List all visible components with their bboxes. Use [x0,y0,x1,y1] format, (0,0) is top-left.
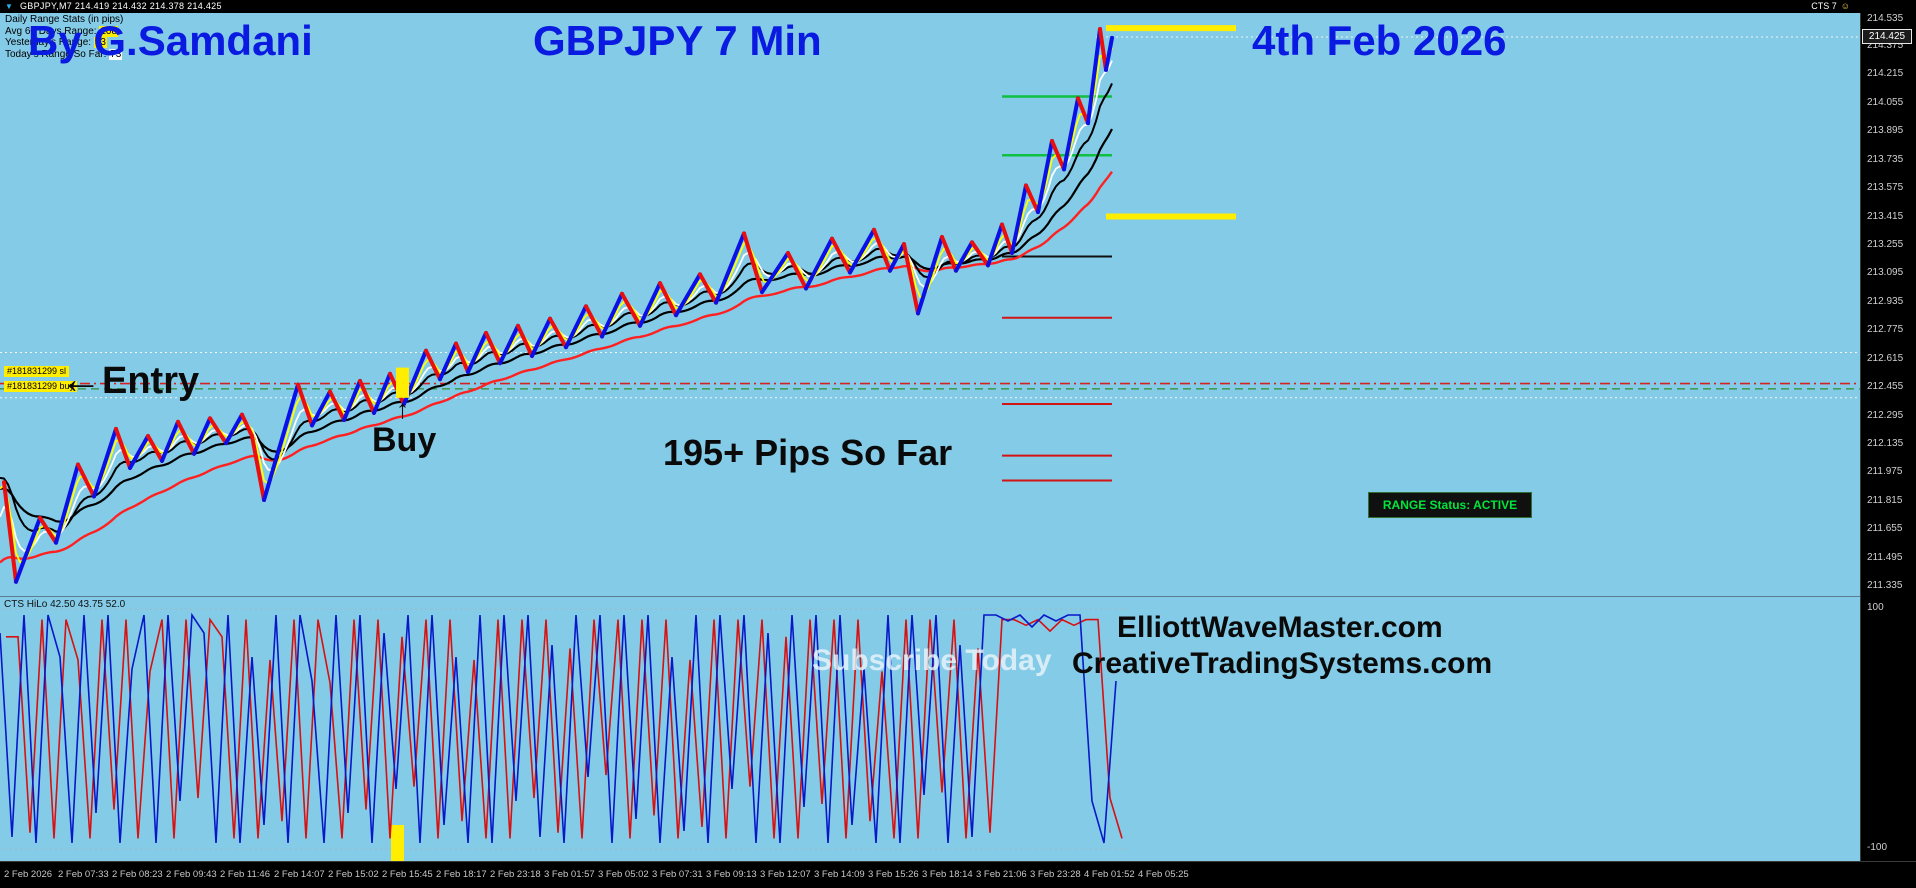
time-label: 2 Feb 07:33 [58,869,109,880]
price-tick: 213.735 [1867,153,1904,165]
order-sl-label[interactable]: #181831299 sl [4,366,70,377]
stats-yesterday-label: Yesterday's Range: [5,37,92,48]
stats-title: Daily Range Stats (in pips) [5,14,124,25]
pips-annotation: 195+ Pips So Far [663,432,953,473]
price-tick: 212.295 [1867,409,1904,421]
stats-avg-value: 108 [99,25,119,37]
price-tick: 214.535 [1867,13,1904,24]
time-label: 3 Feb 05:02 [598,869,649,880]
order-buy-label[interactable]: #181831299 buy [4,381,78,392]
stats-today-value: 73 [109,48,123,60]
headline-author: By G.Samdani [28,17,313,64]
time-label: 2 Feb 14:07 [274,869,325,880]
time-label: 2 Feb 11:46 [220,869,271,880]
indicator-label: CTS HiLo 42.50 43.75 52.0 [4,599,126,610]
indicator-canvas[interactable] [0,597,1860,861]
time-label: 3 Feb 12:07 [760,869,811,880]
price-tick: 214.215 [1867,68,1904,80]
time-label: 3 Feb 01:57 [544,869,595,880]
buy-annotation: Buy [372,421,437,459]
range-status-badge: RANGE Status: ACTIVE [1368,492,1532,518]
time-label: 2 Feb 23:18 [490,869,541,880]
entry-arrow-icon: ← [60,355,102,402]
osc-scale-low: -100 [1867,842,1888,853]
price-tick: 213.575 [1867,182,1904,194]
time-label: 2 Feb 15:02 [328,869,379,880]
main-chart[interactable]: Daily Range Stats (in pips) Avg 60 Days … [0,13,1860,596]
time-label: 2 Feb 09:43 [166,869,217,880]
ea-status: CTS 7 ☺ [1811,0,1850,13]
stats-yesterday-range: Yesterday's Range: 93 [5,37,123,49]
price-tick: 212.455 [1867,381,1904,393]
price-tick: 212.135 [1867,438,1904,450]
price-tick: 211.975 [1867,466,1903,478]
watermark-elliottwave: ElliottWaveMaster.com [1117,611,1443,644]
price-tick: 214.375 [1867,39,1904,51]
indicator-panel[interactable]: CTS HiLo 42.50 43.75 52.0 Subscribe Toda… [0,596,1860,861]
time-label: 3 Feb 14:09 [814,869,865,880]
time-axis[interactable]: 2 Feb 2026 2 Feb 07:33 2 Feb 08:23 2 Feb 09… [0,861,1916,888]
price-tick: 212.775 [1867,324,1904,336]
symbol-ohlc-text: GBPJPY,M7 214.419 214.432 214.378 214.42… [20,1,222,11]
stats-today-label: Today's Range So Far: [5,48,107,60]
stats-avg-range: Avg 60 Days Range: 108 [5,25,123,38]
price-tick: 213.255 [1867,238,1904,250]
watermark-subscribe: Subscribe Today [812,644,1052,677]
price-tick: 213.415 [1867,210,1904,222]
price-tick: 214.055 [1867,96,1904,108]
price-tick: 211.815 [1867,494,1903,506]
price-tick: 211.655 [1867,523,1903,535]
main-chart-canvas[interactable] [0,13,1860,596]
entry-text: Entry [102,360,200,402]
time-label: 2 Feb 08:23 [112,869,163,880]
time-label: 3 Feb 09:13 [706,869,757,880]
time-label: 3 Feb 15:26 [868,869,919,880]
time-label: 4 Feb 01:52 [1084,869,1135,880]
entry-annotation: ←Entry [60,355,199,403]
price-tick: 211.495 [1867,551,1903,563]
current-price-box: 214.425 [1862,28,1912,44]
ea-smiley-icon[interactable]: ☺ [1840,1,1850,11]
price-tick: 213.095 [1867,267,1904,279]
ea-label: CTS 7 [1811,1,1837,11]
chart-title: GBPJPY 7 Min [533,17,822,64]
top-bar: ▼ GBPJPY,M7 214.419 214.432 214.378 214.… [0,0,1916,13]
price-scale[interactable]: 214.425 100 -100 214.535 214.375 214.215 21… [1860,13,1916,861]
time-label: 3 Feb 21:06 [976,869,1027,880]
stats-yesterday-value: 93 [93,37,107,48]
price-tick: 211.335 [1867,580,1903,592]
time-label: 2 Feb 15:45 [382,869,433,880]
osc-scale-high: 100 [1867,602,1884,613]
chart-date: 4th Feb 2026 [1252,17,1507,64]
stats-avg-label: Avg 60 Days Range: [5,25,97,37]
time-label: 3 Feb 07:31 [652,869,703,880]
price-tick: 212.935 [1867,295,1904,307]
chart-dropdown-icon[interactable]: ▼ [5,2,13,11]
buy-arrow-icon: ↑ [396,394,409,424]
price-tick: 212.615 [1867,352,1904,364]
daily-range-stats: Daily Range Stats (in pips) Avg 60 Days … [5,14,123,60]
time-label: 3 Feb 23:28 [1030,869,1081,880]
time-label: 3 Feb 18:14 [922,869,973,880]
time-label: 2 Feb 2026 [4,869,53,880]
stats-today-range: Today's Range So Far: 73 [5,48,123,61]
time-label: 2 Feb 18:17 [436,869,487,880]
price-tick: 213.895 [1867,125,1904,137]
watermark-creativetrading: CreativeTradingSystems.com [1072,647,1493,680]
time-label: 4 Feb 05:25 [1138,869,1189,880]
